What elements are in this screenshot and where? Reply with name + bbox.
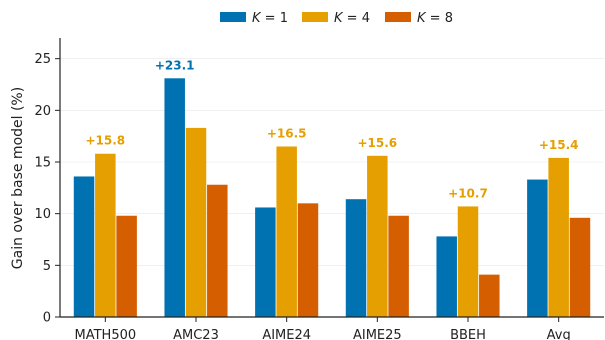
bar-aime24-k1 — [255, 207, 276, 317]
y-axis-title: Gain over base model (%) — [10, 87, 26, 269]
y-tick-label: 0 — [43, 311, 51, 326]
data-label: +23.1 — [155, 58, 195, 72]
data-label: +15.4 — [539, 138, 579, 152]
y-tick-label: 5 — [43, 259, 51, 274]
legend-label: K = 8 — [417, 11, 453, 26]
bar-bbeh-k8 — [479, 274, 500, 317]
bar-bbeh-k1 — [436, 236, 457, 317]
y-tick-label: 25 — [34, 52, 51, 67]
legend-swatch — [302, 12, 328, 22]
data-label: +15.6 — [357, 136, 397, 150]
grid-lines — [60, 58, 604, 318]
legend-swatch — [385, 12, 411, 22]
data-labels: +15.8 +23.1 +16.5 +15.6 +10.7 +15.4 — [85, 58, 578, 200]
data-label: +15.8 — [85, 134, 125, 148]
bar-bbeh-k4 — [457, 206, 479, 317]
bar-aime25-k4 — [367, 155, 388, 317]
bar-avg-k8 — [569, 217, 591, 317]
x-tick-label: AIME24 — [262, 328, 311, 340]
x-tick-label: AMC23 — [173, 328, 219, 340]
bar-avg-k1 — [527, 179, 548, 317]
y-tick-label: 20 — [34, 104, 51, 119]
bar-math500-k1 — [73, 176, 95, 317]
bar-math500-k8 — [116, 215, 137, 317]
y-tick-label: 15 — [34, 156, 51, 171]
legend-swatch — [220, 12, 246, 22]
x-tick-label: BBEH — [450, 328, 486, 340]
bars — [73, 78, 591, 318]
bar-aime24-k8 — [297, 203, 319, 317]
legend: K = 1 K = 4 K = 8 — [220, 11, 453, 26]
bar-aime24-k4 — [276, 146, 297, 317]
bar-aime25-k8 — [388, 215, 409, 317]
axes: 0 5 10 15 20 25 MATH500 AMC23 AIME24 AIME25 BBEH Av… — [34, 38, 604, 340]
bar-amc23-k1 — [164, 78, 185, 317]
legend-label: K = 1 — [252, 11, 288, 26]
bar-aime25-k1 — [345, 199, 367, 317]
data-label: +10.7 — [448, 186, 488, 200]
bar-avg-k4 — [548, 157, 569, 317]
x-tick-label: AIME25 — [353, 328, 402, 340]
bar-amc23-k4 — [185, 127, 207, 318]
x-tick-label: Avg — [547, 328, 571, 340]
data-label: +16.5 — [267, 127, 307, 141]
bar-math500-k4 — [95, 153, 116, 317]
x-tick-label: MATH500 — [75, 328, 137, 340]
legend-label: K = 4 — [334, 11, 370, 26]
bar-amc23-k8 — [207, 184, 228, 317]
y-tick-label: 10 — [34, 207, 51, 222]
